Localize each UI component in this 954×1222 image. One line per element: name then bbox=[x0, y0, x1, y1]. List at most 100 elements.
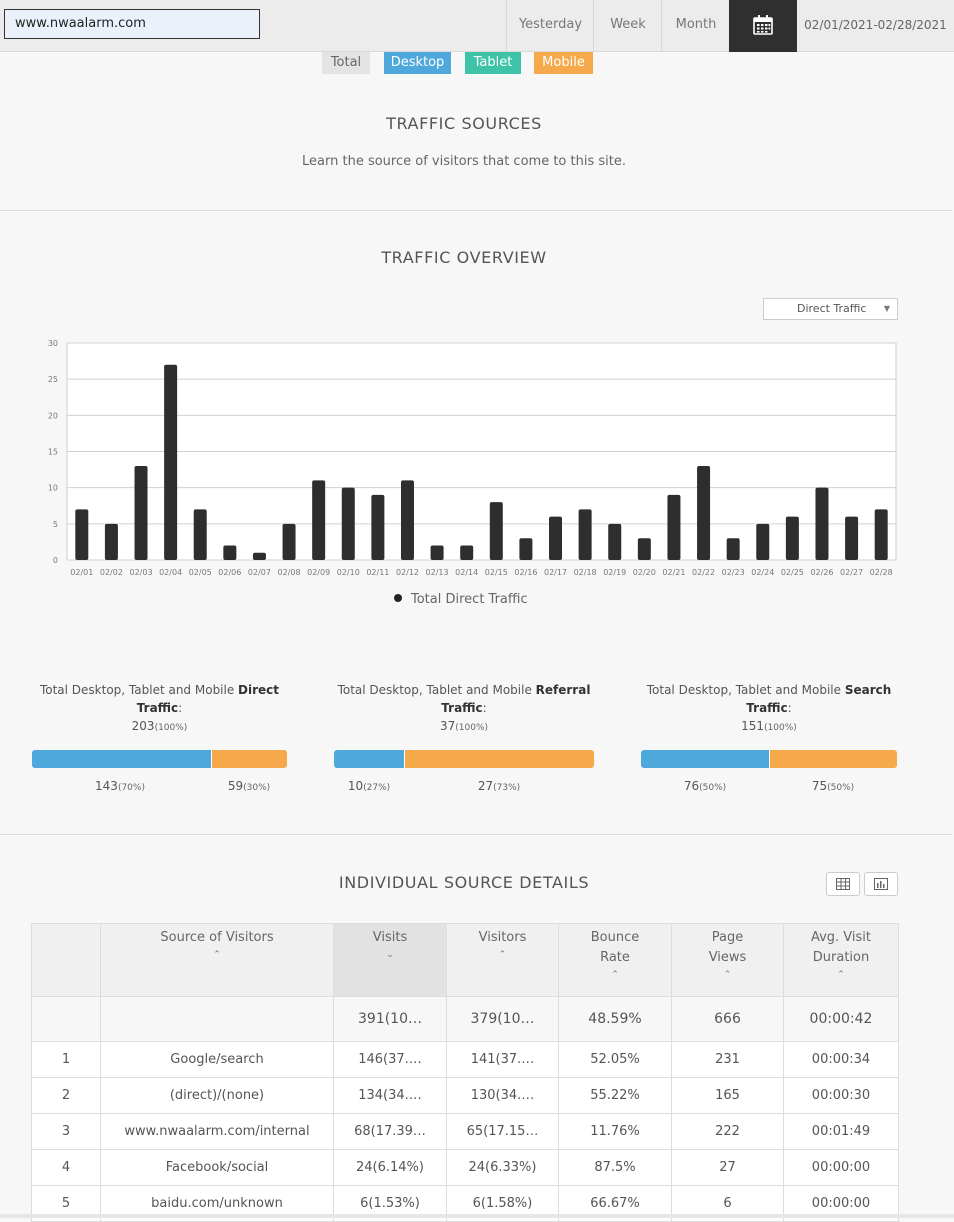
direct-traffic-split-bar bbox=[32, 750, 287, 768]
sort-up-icon: ⌃ bbox=[723, 970, 732, 980]
row-visitors: 24(6.33%) bbox=[446, 1149, 559, 1186]
bar bbox=[282, 523, 296, 560]
bar bbox=[164, 364, 178, 560]
col-visitors-header[interactable]: Visitors ⌃ bbox=[446, 923, 559, 997]
summary-type: Direct Traffic bbox=[136, 683, 280, 715]
segment-value: 76 bbox=[683, 779, 700, 793]
x-tick-label: 02/02 bbox=[100, 568, 123, 577]
col-source-header[interactable]: Source of Visitors ⌃ bbox=[100, 923, 334, 997]
calendar-button[interactable] bbox=[729, 0, 797, 52]
row-views: 27 bbox=[671, 1149, 784, 1186]
referral-desktop-value: 10(27%) bbox=[330, 779, 408, 793]
col-rank bbox=[31, 923, 101, 997]
summary-total-pct: (100%) bbox=[154, 723, 188, 733]
y-tick-label: 5 bbox=[53, 520, 58, 529]
row-visits: 68(17.39… bbox=[333, 1113, 447, 1150]
tab-total[interactable]: Total bbox=[322, 52, 370, 74]
range-month-button[interactable]: Month bbox=[661, 0, 730, 52]
divider bbox=[0, 210, 952, 211]
date-range-label: 02/01/2021-02/28/2021 bbox=[804, 18, 947, 32]
search-mobile-value: 75(50%) bbox=[794, 779, 872, 793]
row-duration: 00:00:30 bbox=[783, 1077, 899, 1114]
segment-value: 27 bbox=[477, 779, 494, 793]
bar bbox=[134, 465, 148, 560]
chevron-down-icon: ▼ bbox=[883, 304, 890, 313]
search-traffic-split-bar bbox=[641, 750, 897, 768]
table-row[interactable]: 3 www.nwaalarm.com/internal 68(17.39… 65… bbox=[31, 1113, 899, 1150]
desktop-segment bbox=[334, 750, 404, 768]
summary-type: Referral Traffic bbox=[441, 683, 591, 715]
summary-type: Search Traffic bbox=[746, 683, 892, 715]
column-label: Avg. Visit Duration bbox=[810, 930, 872, 965]
col-visits-header[interactable]: Visits ⌄ bbox=[333, 923, 447, 997]
bar bbox=[697, 465, 711, 560]
bar bbox=[341, 487, 355, 560]
search-traffic-summary: Total Desktop, Tablet and Mobile Search … bbox=[640, 681, 898, 737]
table-view-icon bbox=[836, 878, 850, 890]
segment-pct: (50%) bbox=[827, 783, 855, 793]
range-week-button[interactable]: Week bbox=[593, 0, 662, 52]
site-url-input[interactable]: www.nwaalarm.com bbox=[4, 9, 260, 39]
bar bbox=[519, 538, 533, 560]
top-bar: www.nwaalarm.com Yesterday Week Month 02… bbox=[0, 0, 954, 52]
x-tick-label: 02/14 bbox=[455, 568, 478, 577]
bar bbox=[489, 502, 503, 560]
total-rank bbox=[31, 996, 101, 1042]
row-source: Google/search bbox=[100, 1041, 334, 1078]
bar bbox=[252, 552, 266, 560]
total-visits: 391(10… bbox=[333, 996, 447, 1042]
x-tick-label: 02/27 bbox=[840, 568, 863, 577]
table-row[interactable]: 1 Google/search 146(37.… 141(37.… 52.05%… bbox=[31, 1041, 899, 1078]
row-rank: 2 bbox=[31, 1077, 101, 1114]
traffic-bar-chart: 0 5 10 15 20 25 30 02/01 02/02 02/03 02/04 02/05 02/… bbox=[48, 339, 897, 577]
row-visits: 146(37.… bbox=[333, 1041, 447, 1078]
referral-mobile-value: 27(73%) bbox=[460, 779, 538, 793]
source-details-table: Source of Visitors ⌃ Visits ⌄ Visitors ⌃ Bo… bbox=[31, 923, 899, 1222]
y-tick-label: 25 bbox=[48, 375, 58, 384]
x-tick-label: 02/05 bbox=[189, 568, 212, 577]
direct-mobile-value: 59(30%) bbox=[210, 779, 288, 793]
traffic-sources-title: TRAFFIC SOURCES bbox=[386, 114, 542, 133]
tab-desktop[interactable]: Desktop bbox=[384, 52, 451, 74]
desktop-segment bbox=[641, 750, 769, 768]
row-bounce: 52.05% bbox=[558, 1041, 672, 1078]
range-yesterday-button[interactable]: Yesterday bbox=[506, 0, 594, 52]
y-tick-label: 10 bbox=[48, 484, 58, 493]
column-label: Source of Visitors bbox=[160, 930, 274, 945]
bar bbox=[578, 509, 592, 560]
row-views: 231 bbox=[671, 1041, 784, 1078]
col-views-header[interactable]: Page Views ⌃ bbox=[671, 923, 784, 997]
direct-traffic-summary: Total Desktop, Tablet and Mobile Direct … bbox=[31, 681, 288, 737]
table-row[interactable]: 2 (direct)/(none) 134(34.… 130(34.… 55.2… bbox=[31, 1077, 899, 1114]
traffic-sources-subtitle: Learn the source of visitors that come t… bbox=[302, 154, 626, 169]
table-row[interactable]: 4 Facebook/social 24(6.14%) 24(6.33%) 87… bbox=[31, 1149, 899, 1186]
legend-dot-icon bbox=[394, 594, 402, 602]
summary-total: 37 bbox=[439, 719, 456, 733]
col-duration-header[interactable]: Avg. Visit Duration ⌃ bbox=[783, 923, 899, 997]
row-rank: 4 bbox=[31, 1149, 101, 1186]
x-tick-label: 02/04 bbox=[159, 568, 182, 577]
tab-tablet[interactable]: Tablet bbox=[465, 52, 521, 74]
column-label: Page Views bbox=[708, 930, 747, 965]
referral-traffic-summary: Total Desktop, Tablet and Mobile Referra… bbox=[333, 681, 595, 737]
summary-total: 151 bbox=[741, 719, 765, 733]
x-tick-label: 02/12 bbox=[396, 568, 419, 577]
total-duration: 00:00:42 bbox=[783, 996, 899, 1042]
row-views: 222 bbox=[671, 1113, 784, 1150]
table-view-button[interactable] bbox=[826, 872, 860, 896]
horizontal-scrollbar[interactable] bbox=[0, 1214, 954, 1218]
summary-suffix: : bbox=[787, 701, 792, 715]
summary-total: 203 bbox=[131, 719, 155, 733]
row-visits: 24(6.14%) bbox=[333, 1149, 447, 1186]
x-tick-label: 02/23 bbox=[722, 568, 745, 577]
tab-mobile[interactable]: Mobile bbox=[534, 52, 593, 74]
traffic-type-select[interactable]: Direct Traffic ▼ bbox=[763, 298, 898, 320]
total-bounce: 48.59% bbox=[558, 996, 672, 1042]
summary-prefix: Total Desktop, Tablet and Mobile bbox=[646, 683, 845, 697]
row-bounce: 11.76% bbox=[558, 1113, 672, 1150]
col-bounce-header[interactable]: Bounce Rate ⌃ bbox=[558, 923, 672, 997]
row-bounce: 87.5% bbox=[558, 1149, 672, 1186]
chart-view-button[interactable] bbox=[864, 872, 898, 896]
legend-label: Total Direct Traffic bbox=[411, 592, 528, 607]
chart-legend[interactable]: Total Direct Traffic bbox=[394, 592, 528, 607]
